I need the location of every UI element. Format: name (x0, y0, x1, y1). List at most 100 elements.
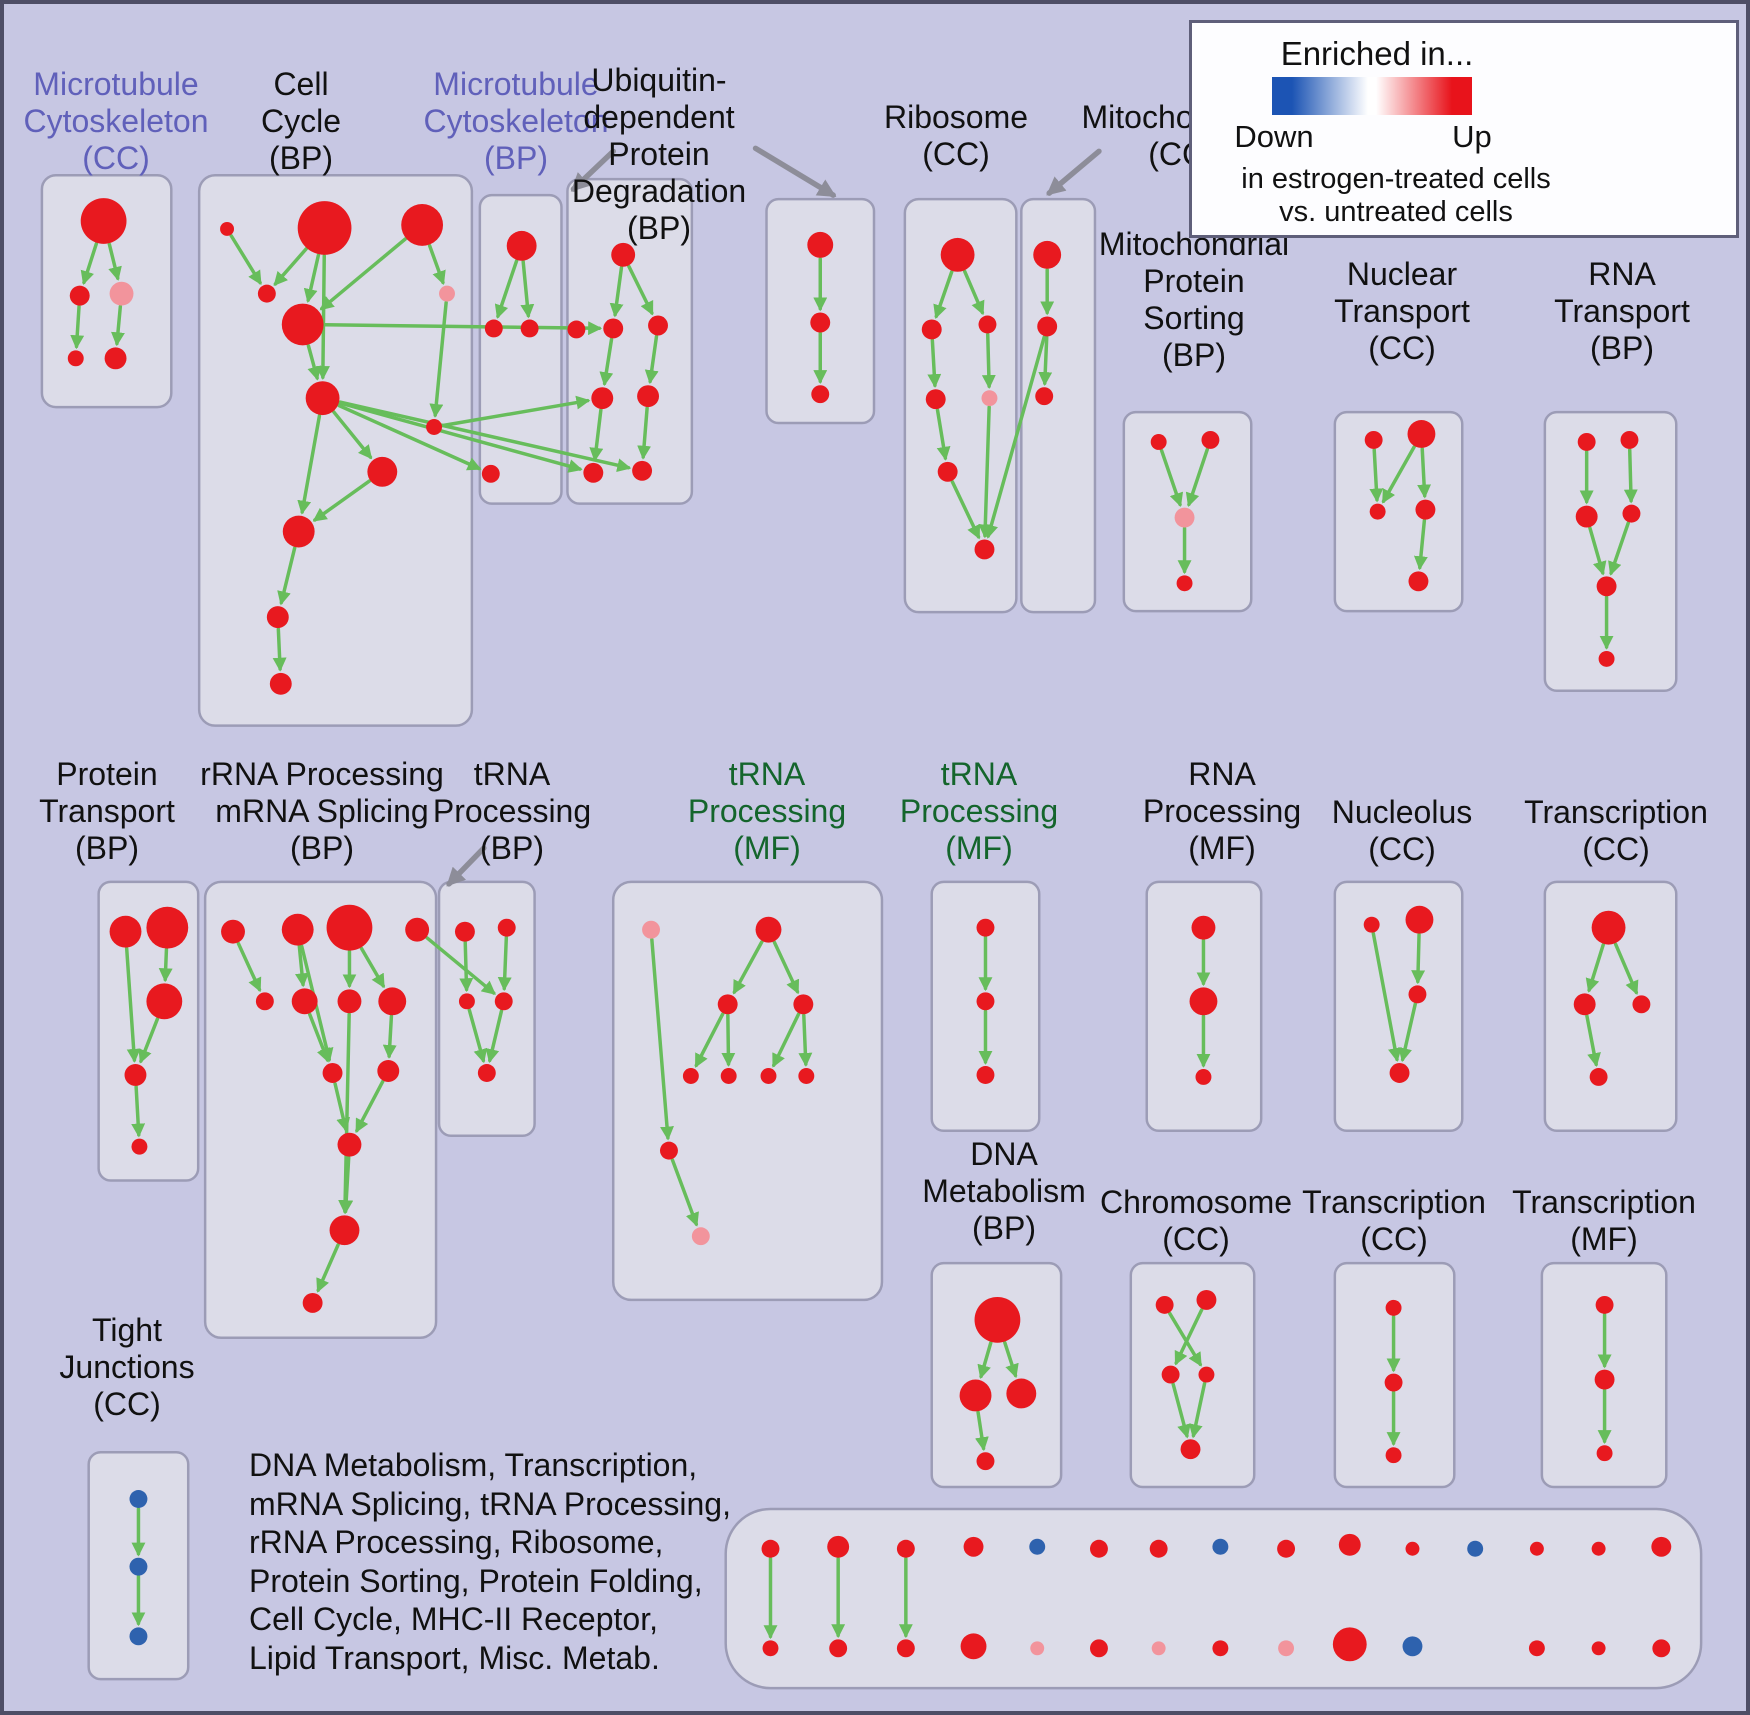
edge-arrow (316, 1243, 340, 1293)
edge-arrow (333, 1081, 351, 1132)
go-term-node (109, 915, 142, 948)
go-term-node (1212, 1640, 1229, 1657)
go-term-node (1405, 1541, 1420, 1556)
go-term-node (1176, 575, 1193, 592)
go-term-node (591, 387, 614, 410)
go-term-node (326, 904, 373, 951)
go-term-node (329, 1215, 360, 1246)
edge-arrow (467, 1008, 488, 1064)
go-term-node (1155, 1295, 1174, 1314)
edge-arrow (1588, 526, 1607, 576)
go-term-node (682, 1068, 699, 1084)
go-term-node (1598, 650, 1615, 667)
go-term-node (281, 303, 324, 346)
edge-arrow (355, 1079, 385, 1134)
edges-layer (70, 145, 1639, 1640)
go-term-node (1529, 1541, 1544, 1556)
edge-arrow (1171, 1382, 1191, 1439)
go-term-node (497, 918, 516, 937)
edge-arrow (429, 300, 448, 418)
go-term-node (426, 419, 443, 435)
go-term-node (129, 1557, 148, 1576)
edge-arrow (1174, 1308, 1204, 1366)
edge-arrow (111, 304, 125, 347)
go-term-node (829, 1639, 848, 1658)
misc-note-text: DNA Metabolism, Transcription, mRNA Spli… (249, 1446, 731, 1677)
cluster-box-nucleolus-cc (1333, 880, 1464, 1132)
edge-arrow (441, 395, 591, 428)
go-term-node (109, 281, 134, 306)
edge-arrow (1168, 1311, 1203, 1367)
go-term-node (322, 1063, 343, 1083)
go-term-node (221, 919, 245, 944)
cluster-box-misc-metab (724, 1507, 1703, 1690)
go-term-node (1364, 430, 1383, 449)
legend-subtitle-line2: vs. untreated cells (1279, 196, 1513, 228)
edge-arrow (772, 940, 800, 995)
edge-arrow (1188, 1381, 1207, 1439)
edge-arrow (273, 247, 308, 287)
edge-arrow (1411, 932, 1426, 985)
go-term-node (637, 385, 660, 408)
go-term-node (1212, 1538, 1229, 1555)
go-term-node (1029, 1538, 1046, 1555)
go-term-node (1191, 915, 1216, 940)
edge-arrow (338, 1012, 353, 1215)
cluster-box-protein-transport-bp (97, 880, 200, 1182)
go-term-node (291, 988, 318, 1015)
edge-arrow (1159, 448, 1184, 508)
edge-arrow (359, 946, 386, 989)
edge-arrow (1413, 518, 1428, 571)
cluster-box-nuclear-transport-cc (1333, 410, 1464, 613)
edge-arrow (459, 940, 474, 993)
edge-arrow (382, 1014, 397, 1059)
cluster-box-mitochondrion-cc (1020, 197, 1097, 614)
edge-arrow (927, 338, 942, 389)
go-term-node (1652, 1639, 1671, 1658)
go-term-node (720, 1068, 737, 1084)
nodes-layer (67, 198, 1672, 1662)
go-term-node (1189, 987, 1218, 1016)
go-term-node (1402, 1636, 1423, 1657)
go-term-node (632, 460, 653, 481)
edge-arrow (694, 1012, 725, 1068)
go-term-node (1149, 1539, 1168, 1558)
go-term-node (798, 1068, 815, 1084)
go-term-node (129, 1490, 148, 1508)
go-term-node (297, 201, 352, 255)
go-term-node (131, 1138, 148, 1155)
go-term-node (1006, 1378, 1037, 1409)
edge-arrow (1185, 447, 1210, 508)
go-term-node (1408, 571, 1429, 592)
go-term-node (762, 1640, 779, 1657)
go-term-node (378, 987, 407, 1016)
go-term-node (976, 918, 995, 937)
go-term-node (337, 989, 362, 1014)
go-term-node (896, 1639, 915, 1658)
legend: Enriched in... Down Up in estrogen-treat… (1189, 20, 1739, 238)
edge-arrow (494, 259, 519, 319)
go-term-node (1332, 1627, 1367, 1662)
go-term-node (1201, 430, 1220, 449)
go-term-node (257, 284, 276, 303)
go-term-node (104, 347, 127, 370)
cluster-box-microtubule-bp (478, 193, 563, 505)
edge-arrow (1398, 1002, 1417, 1063)
go-term-node (717, 994, 738, 1015)
go-term-node (401, 204, 444, 246)
go-term-node (1037, 316, 1058, 337)
legend-up-label: Up (1452, 119, 1492, 154)
go-term-node (567, 320, 586, 339)
label-pointer-arrow (752, 145, 837, 198)
edge-arrow (427, 243, 446, 286)
go-term-node (1596, 576, 1617, 597)
go-term-node (583, 462, 604, 483)
go-term-node (959, 1379, 992, 1412)
go-term-node (1591, 910, 1626, 945)
go-term-node (1030, 1641, 1045, 1656)
go-term-node (1089, 1539, 1108, 1558)
go-term-node (1632, 995, 1651, 1014)
go-term-node (1385, 1299, 1402, 1316)
edge-arrow (977, 1341, 993, 1380)
